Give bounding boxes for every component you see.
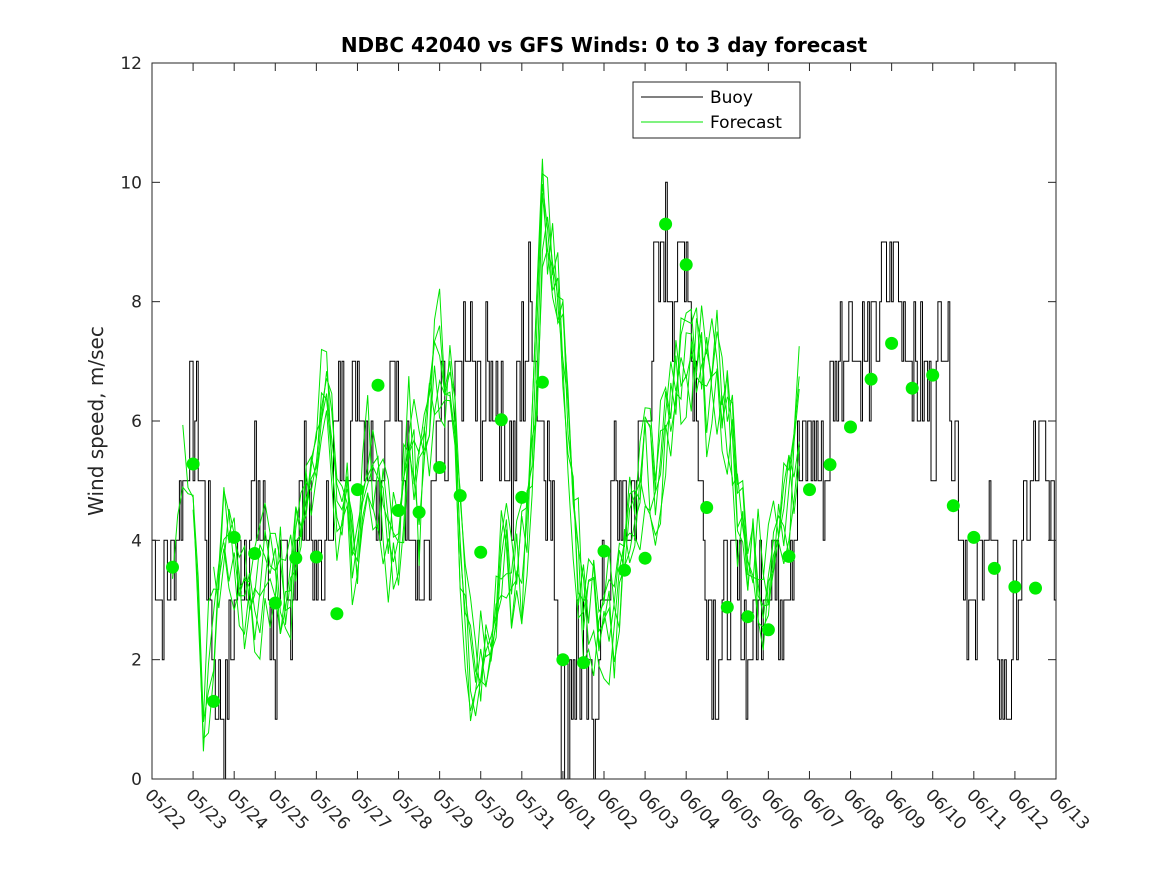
forecast-marker [823,458,837,472]
y-tick-label: 10 [120,173,142,193]
forecast-marker [227,530,241,544]
forecast-marker [556,653,570,667]
forecast-marker [268,596,282,610]
forecast-marker [741,610,755,624]
forecast-marker [186,457,200,471]
legend: Buoy Forecast [632,81,801,139]
forecast-run-line [213,158,800,702]
forecast-marker [597,544,611,558]
forecast-run-line [192,193,800,752]
forecast-marker [535,375,549,389]
y-tick-label: 2 [131,651,142,671]
forecast-marker [248,547,262,560]
forecast-marker [844,420,857,434]
forecast-marker [577,656,590,670]
buoy-line [152,181,1056,779]
forecast-marker [987,561,1001,575]
buoy-series [152,181,1056,779]
y-tick-label: 6 [131,412,142,432]
y-tick-label: 12 [120,54,142,74]
forecast-marker [926,368,940,382]
forecast-marker [289,551,303,565]
forecast-marker [412,505,426,519]
forecast-marker [494,413,508,427]
legend-box [632,81,801,139]
forecast-marker [659,217,673,231]
forecast-marker [207,694,221,708]
y-tick-label: 0 [131,770,142,790]
y-tick-label: 8 [131,293,142,313]
forecast-marker [1008,580,1022,594]
forecast-run-line [223,172,800,717]
forecast-marker [905,381,919,395]
forecast-series [172,158,800,752]
forecast-marker [967,530,981,544]
forecast-marker [679,258,693,272]
forecast-marker [392,504,405,517]
forecast-marker [351,483,364,497]
forecast-marker [946,499,960,513]
forecast-marker [618,563,631,577]
forecast-marker [515,490,529,504]
forecast-marker [885,336,899,350]
legend-buoy-label: Buoy [710,88,753,108]
forecast-marker [309,550,323,564]
forecast-marker [864,372,878,386]
y-tick-label: 4 [131,531,142,551]
forecast-marker [782,549,796,563]
forecast-marker [166,560,179,574]
forecast-marker [371,378,385,392]
forecast-markers [166,217,1042,708]
forecast-marker [433,461,447,474]
forecast-marker [638,551,652,565]
forecast-marker [761,623,775,637]
forecast-marker [474,545,488,559]
forecast-marker [330,607,344,621]
forecast-marker [700,501,714,514]
forecast-marker [453,489,467,503]
plot-area [152,63,1056,779]
legend-forecast-label: Forecast [710,113,782,133]
y-axis-label: Wind speed, m/sec [84,326,108,516]
chart-title: NDBC 42040 vs GFS Winds: 0 to 3 day fore… [341,33,868,57]
forecast-marker [803,483,816,497]
forecast-marker [720,600,734,614]
forecast-marker [1029,581,1042,595]
